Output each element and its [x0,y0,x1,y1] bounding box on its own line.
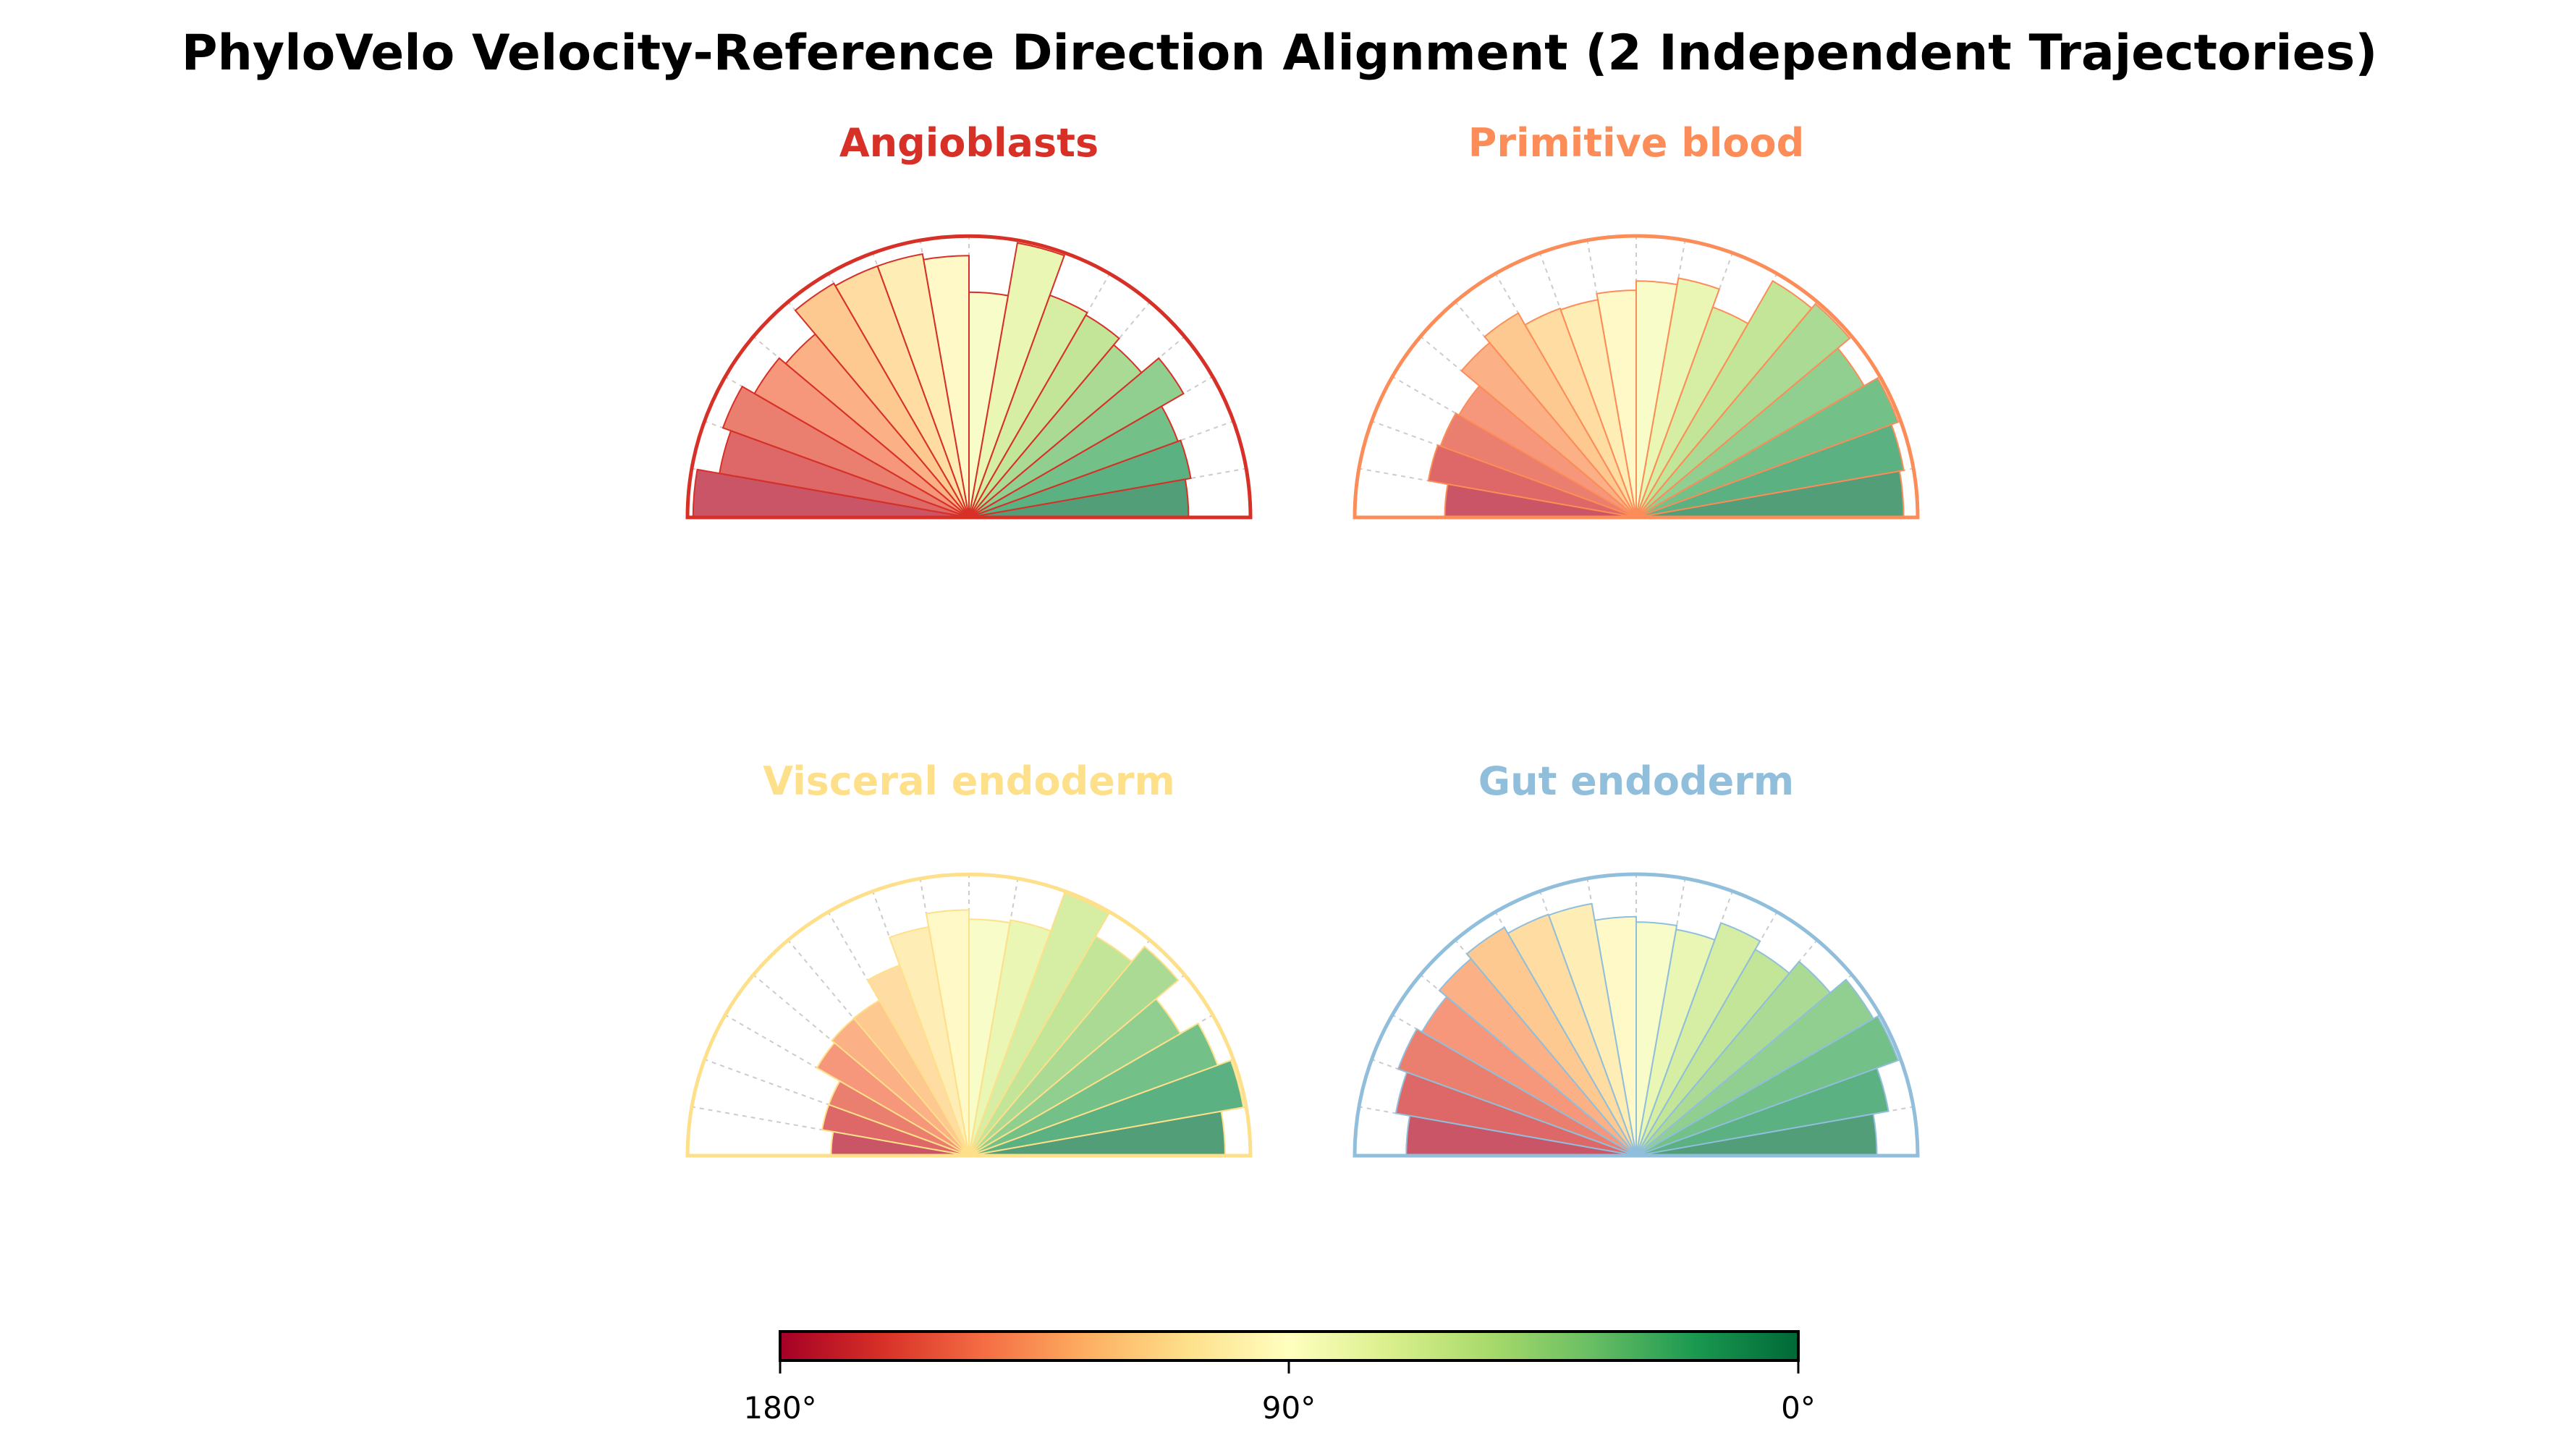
bar-120-130deg [1484,312,1637,518]
colorbar-gradient [779,1330,1800,1362]
bar-70-80deg [1635,277,1721,518]
bar-80-90deg [1635,280,1678,518]
panel-primitive-blood: Primitive blood [1353,120,1920,520]
bar-20-30deg [1635,1015,1900,1156]
bar-30-40deg [968,357,1185,518]
bar-60-70deg [968,892,1110,1156]
bar-140-150deg [816,1041,970,1156]
bar-10-20deg [968,1059,1245,1156]
bar-160-170deg [821,1104,970,1156]
bar-110-120deg [866,964,970,1156]
bar-160-170deg [1427,444,1637,518]
polar-frame [1353,234,1920,520]
colorbar-label-90: 90° [1262,1390,1316,1426]
bar-150-160deg [721,385,970,518]
panel-title: Primitive blood [1468,120,1804,166]
bar-150-160deg [1397,1028,1637,1156]
panel-gut-endoderm: Gut endoderm [1353,758,1920,1158]
bar-70-80deg [968,242,1066,518]
panel-angioblasts: Angioblasts [685,120,1253,520]
chart-title: PhyloVelo Velocity-Reference Direction A… [182,25,2378,82]
panels: Angioblasts Primitive blood Visceral endod… [685,120,1920,1158]
bar-160-170deg [1394,1071,1637,1156]
bar-130-140deg [831,1017,970,1156]
polar-frame [1353,872,1920,1158]
panel-title: Gut endoderm [1478,758,1794,804]
colorbar-label-0: 0° [1781,1390,1816,1426]
panel-visceral-endoderm: Visceral endoderm [685,758,1253,1158]
polar-frame [685,872,1253,1158]
bar-20-30deg [1635,377,1900,518]
bar-130-140deg [1438,957,1637,1156]
bar-100-110deg [888,926,970,1156]
bar-130-140deg [1460,342,1637,518]
bar-10-20deg [968,439,1192,518]
bar-120-130deg [1465,926,1637,1156]
polar-frame [685,234,1253,520]
bar-60-70deg [1635,922,1761,1156]
bar-50-60deg [1635,279,1813,518]
colorbar-label-180: 180° [743,1390,816,1426]
panel-title: Visceral endoderm [763,758,1175,804]
bar-40-50deg [1635,302,1851,518]
panel-title: Angioblasts [839,120,1099,166]
colorbar: 180° 90° 0° [743,1330,1816,1426]
bar-20-30deg [968,1022,1219,1156]
bar-120-130deg [794,282,970,518]
bar-40-50deg [1635,960,1832,1156]
bar-30-40deg [1635,978,1875,1156]
bar-70-80deg [968,919,1052,1156]
bar-40-50deg [968,945,1180,1156]
